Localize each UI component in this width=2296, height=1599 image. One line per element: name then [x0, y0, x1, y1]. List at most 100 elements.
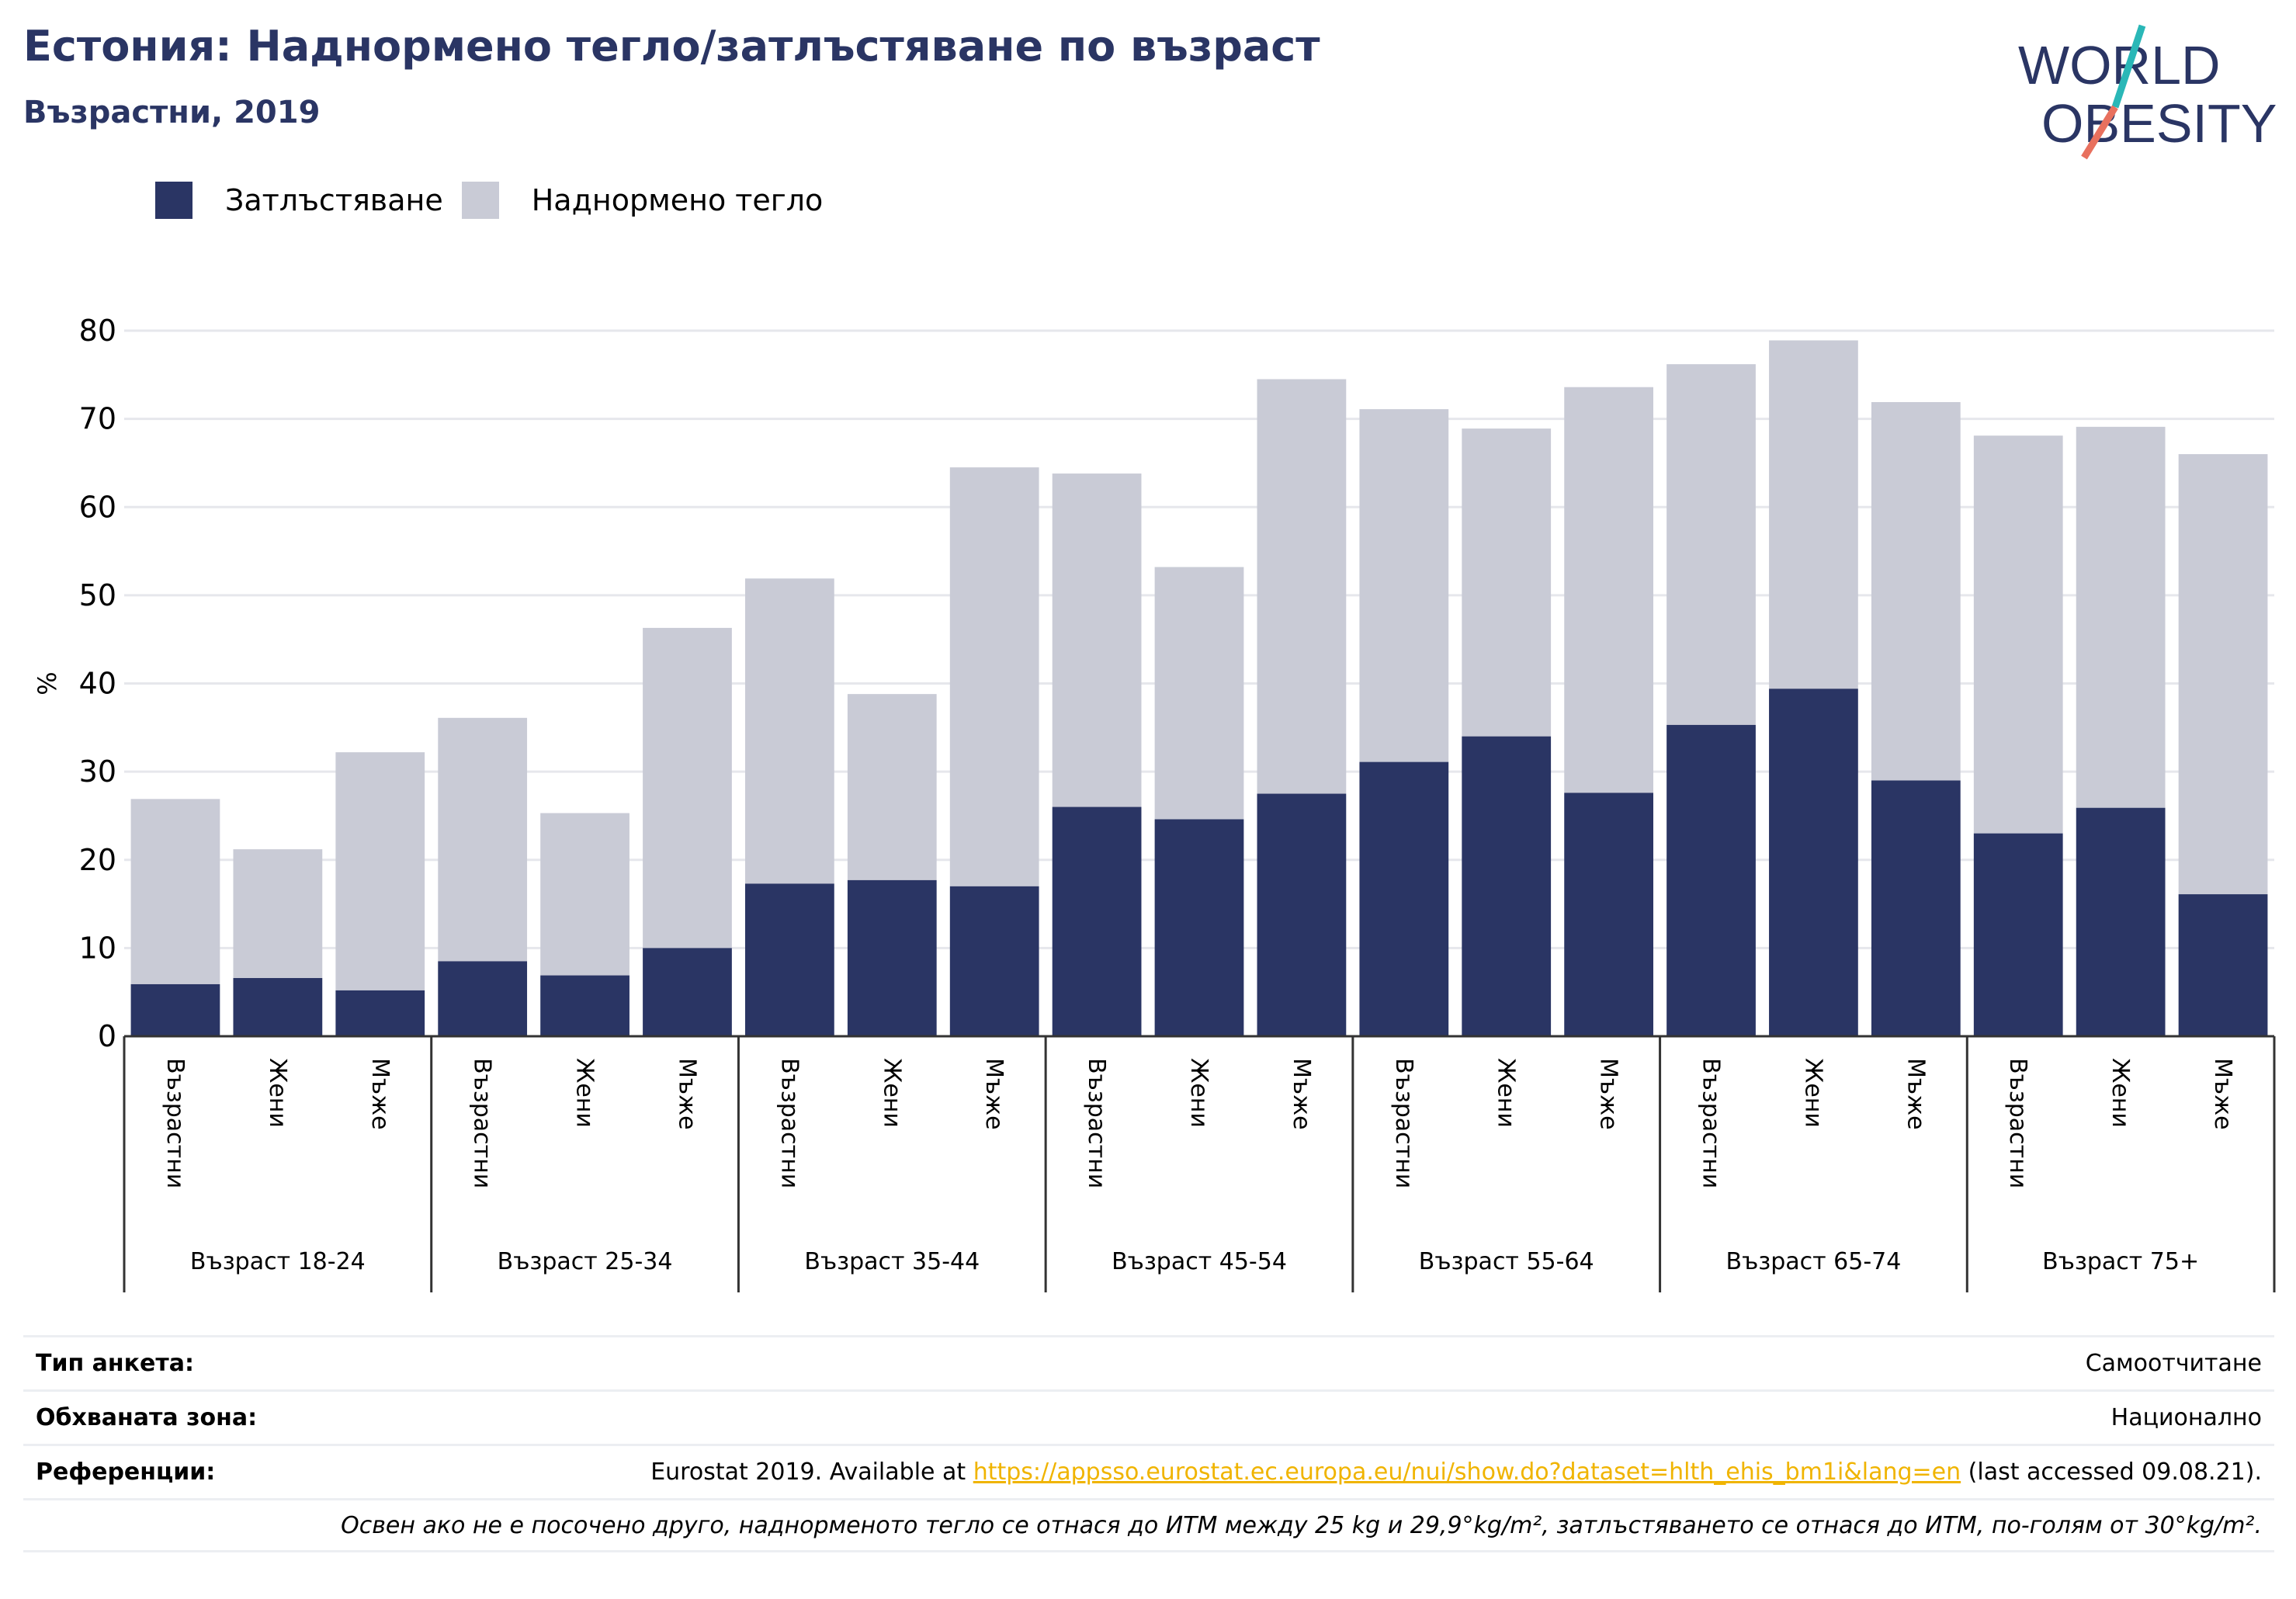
bar-obesity	[438, 961, 528, 1036]
bar-obesity	[2076, 807, 2166, 1036]
x-sub-label: Възрастни	[161, 1058, 189, 1188]
y-tick-label: 30	[79, 754, 116, 789]
bar-obesity	[1667, 724, 1756, 1036]
bar-obesity	[335, 990, 425, 1036]
x-group-label: Възраст 25-34	[498, 1248, 673, 1275]
logo-slash-teal	[2111, 24, 2146, 109]
references-link[interactable]: https://appsso.eurostat.ec.europa.eu/nui…	[973, 1459, 1961, 1486]
bar-overweight	[130, 799, 220, 984]
footer-row-note: Освен ако не е посочено друго, наднормен…	[23, 1498, 2274, 1552]
legend-label-overweight: Наднормено тегло	[531, 183, 824, 217]
footer-row-survey-type: Тип анкета: Самоотчитане	[23, 1335, 2274, 1389]
y-tick-label: 60	[79, 490, 116, 524]
y-tick-label: 40	[79, 667, 116, 701]
references-prefix: Eurostat 2019. Available at	[650, 1459, 973, 1486]
bar-overweight	[949, 467, 1039, 886]
survey-type-label: Тип анкета:	[36, 1350, 194, 1377]
footer-row-references: Референции: Eurostat 2019. Available at …	[23, 1444, 2274, 1498]
x-sub-label: Жени	[1493, 1058, 1520, 1128]
bar-overweight	[745, 578, 834, 884]
footer-table: Тип анкета: Самоотчитане Обхваната зона:…	[23, 1335, 2274, 1552]
x-sub-label: Възрастни	[2004, 1058, 2031, 1188]
bar-overweight	[1769, 340, 1858, 689]
bar-overweight	[1564, 387, 1653, 793]
bar-overweight	[2178, 454, 2268, 895]
bar-obesity	[1257, 793, 1347, 1036]
definition-note: Освен ако не е посочено друго, наднормен…	[341, 1511, 2262, 1539]
x-sub-label: Жени	[264, 1058, 291, 1128]
legend-item-overweight: Наднормено тегло	[461, 182, 824, 219]
y-tick-label: 0	[98, 1019, 116, 1053]
bar-overweight	[1154, 567, 1244, 820]
x-sub-label: Мъже	[366, 1058, 394, 1130]
bar-obesity	[540, 975, 629, 1036]
legend-swatch-overweight	[461, 182, 499, 219]
bar-obesity	[1973, 833, 2063, 1036]
chart-title: Естония: Наднормено тегло/затлъстяване п…	[23, 22, 1320, 71]
x-group-label: Възраст 35-44	[804, 1248, 980, 1275]
x-sub-label: Мъже	[980, 1058, 1008, 1130]
x-sub-label: Възрастни	[1083, 1058, 1110, 1188]
x-sub-label: Възрастни	[1698, 1058, 1725, 1188]
x-sub-label: Възрастни	[469, 1058, 496, 1188]
bar-obesity	[1769, 689, 1858, 1036]
bar-obesity	[1462, 736, 1552, 1036]
x-sub-label: Жени	[1185, 1058, 1212, 1128]
bar-overweight	[1359, 409, 1449, 762]
x-sub-label: Мъже	[673, 1058, 700, 1130]
bar-overweight	[1973, 435, 2063, 834]
bar-overweight	[847, 694, 937, 880]
footer-row-coverage: Обхваната зона: Национално	[23, 1389, 2274, 1444]
legend-label-obesity: Затлъстяване	[225, 183, 443, 217]
x-sub-label: Жени	[1799, 1058, 1826, 1128]
x-group-label: Възраст 18-24	[190, 1248, 366, 1275]
y-tick-label: 10	[79, 931, 116, 965]
y-tick-label: 50	[79, 578, 116, 612]
bar-overweight	[438, 717, 528, 962]
survey-type-value: Самоотчитане	[2085, 1350, 2262, 1377]
references-value: Eurostat 2019. Available at https://apps…	[650, 1459, 2262, 1486]
x-sub-label: Мъже	[1288, 1058, 1315, 1130]
bar-obesity	[949, 886, 1039, 1036]
bar-obesity	[233, 978, 323, 1036]
bar-obesity	[1154, 819, 1244, 1036]
x-sub-label: Възрастни	[775, 1058, 803, 1188]
bar-overweight	[233, 849, 323, 979]
legend-item-obesity: Затлъстяване	[155, 182, 443, 219]
bar-obesity	[1564, 793, 1653, 1036]
references-label: Референции:	[36, 1459, 216, 1486]
bar-obesity	[1871, 780, 1961, 1036]
x-group-label: Възраст 45-54	[1112, 1248, 1287, 1275]
bar-obesity	[847, 879, 937, 1036]
y-tick-label: 80	[79, 314, 116, 348]
x-group-label: Възраст 55-64	[1419, 1248, 1594, 1275]
bar-overweight	[335, 752, 425, 990]
stacked-bar-chart: 0 10 20 30 40 50 60 70 80% Възрастни Жени Мъже Възра…	[33, 314, 2276, 1292]
legend-swatch-obesity	[155, 182, 192, 219]
y-axis-label: %	[33, 671, 62, 695]
bar-overweight	[540, 813, 629, 976]
y-tick-label: 20	[79, 843, 116, 877]
x-sub-label: Жени	[878, 1058, 905, 1128]
bar-obesity	[130, 983, 220, 1036]
legend: Затлъстяване Наднормено тегло	[155, 180, 841, 220]
coverage-label: Обхваната зона:	[36, 1404, 258, 1431]
x-sub-label: Жени	[571, 1058, 598, 1128]
x-group-label: Възраст 65-74	[1726, 1248, 1902, 1275]
x-sub-label: Мъже	[1902, 1058, 1929, 1130]
bar-overweight	[643, 627, 732, 949]
chart-subtitle: Възрастни, 2019	[23, 95, 321, 130]
bar-overweight	[1462, 428, 1552, 737]
bar-obesity	[2178, 894, 2268, 1036]
bar-overweight	[2076, 426, 2166, 808]
bar-overweight	[1257, 379, 1347, 794]
world-obesity-logo: WORLD OBESITY	[2018, 24, 2277, 160]
x-sub-label: Жени	[2107, 1058, 2134, 1128]
references-suffix: (last accessed 09.08.21).	[1961, 1459, 2262, 1486]
y-tick-label: 70	[79, 402, 116, 436]
bar-obesity	[1359, 761, 1449, 1036]
x-sub-label: Мъже	[2209, 1058, 2236, 1130]
bar-overweight	[1871, 402, 1961, 781]
x-sub-label: Мъже	[1595, 1058, 1622, 1130]
bar-obesity	[643, 948, 732, 1036]
